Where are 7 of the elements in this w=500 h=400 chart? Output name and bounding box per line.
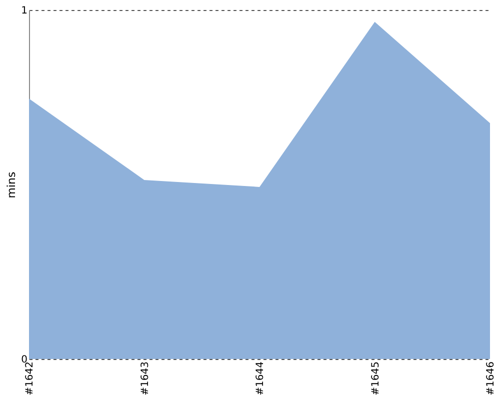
y-tick-label: 1 bbox=[21, 6, 28, 16]
x-tick-label: #1643 bbox=[140, 362, 151, 396]
y-axis-title: mins bbox=[5, 172, 18, 198]
x-tick-label: #1644 bbox=[255, 362, 266, 396]
x-tick-label: #1646 bbox=[486, 362, 496, 396]
x-tick-label: #1642 bbox=[24, 362, 36, 396]
x-tick-label: #1645 bbox=[370, 362, 382, 396]
